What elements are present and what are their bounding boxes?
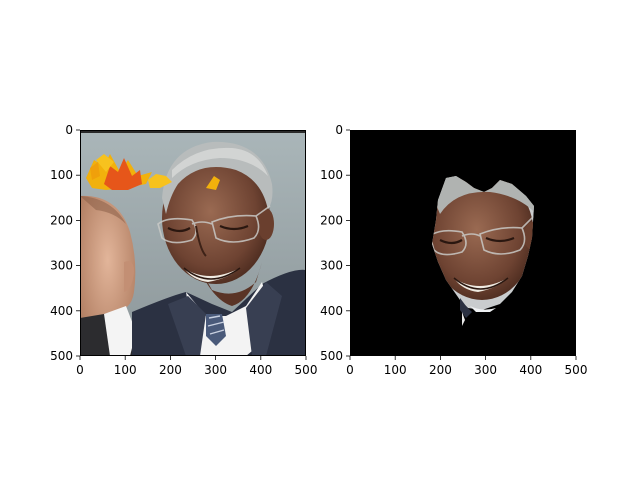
left-x-tick-label: 400 bbox=[249, 363, 272, 377]
right-x-tick-label: 500 bbox=[565, 363, 588, 377]
left-axes-frame bbox=[80, 130, 306, 356]
left-y-tick-label: 0 bbox=[65, 123, 73, 137]
left-image-axes: 0 100 200 300 400 500 0 100 200 300 400 500 bbox=[50, 123, 317, 377]
right-x-tick-label: 100 bbox=[384, 363, 407, 377]
left-y-tick-label: 300 bbox=[50, 259, 73, 273]
right-x-tick-label: 300 bbox=[474, 363, 497, 377]
right-x-tick-label: 0 bbox=[346, 363, 354, 377]
left-y-tick-label: 400 bbox=[50, 304, 73, 318]
suit-figure bbox=[132, 269, 306, 356]
left-x-ticks: 0 100 200 300 400 500 bbox=[76, 356, 317, 377]
left-photo bbox=[80, 130, 306, 356]
right-image-axes: 0 100 200 300 400 500 0 100 200 300 400 500 bbox=[320, 123, 587, 377]
face-figure bbox=[157, 141, 274, 284]
right-y-tick-label: 0 bbox=[335, 123, 343, 137]
right-y-ticks: 0 100 200 300 400 500 bbox=[320, 123, 350, 363]
right-y-tick-label: 100 bbox=[320, 168, 343, 182]
right-axes-frame bbox=[350, 130, 576, 356]
right-masked-image bbox=[350, 130, 576, 356]
right-x-ticks: 0 100 200 300 400 500 bbox=[346, 356, 587, 377]
right-x-tick-label: 200 bbox=[429, 363, 452, 377]
right-y-tick-label: 400 bbox=[320, 304, 343, 318]
left-x-tick-label: 100 bbox=[114, 363, 137, 377]
right-y-tick-label: 300 bbox=[320, 259, 343, 273]
left-x-tick-label: 0 bbox=[76, 363, 84, 377]
right-y-tick-label: 500 bbox=[320, 349, 343, 363]
left-y-tick-label: 500 bbox=[50, 349, 73, 363]
left-y-tick-label: 100 bbox=[50, 168, 73, 182]
left-x-tick-label: 300 bbox=[204, 363, 227, 377]
autumn-leaves bbox=[86, 154, 220, 190]
left-y-tick-label: 200 bbox=[50, 213, 73, 227]
left-x-tick-label: 200 bbox=[159, 363, 182, 377]
right-x-tick-label: 400 bbox=[519, 363, 542, 377]
bald-man-figure bbox=[80, 195, 138, 356]
left-x-tick-label: 500 bbox=[295, 363, 318, 377]
left-y-ticks: 0 100 200 300 400 500 bbox=[50, 123, 80, 363]
right-y-tick-label: 200 bbox=[320, 213, 343, 227]
